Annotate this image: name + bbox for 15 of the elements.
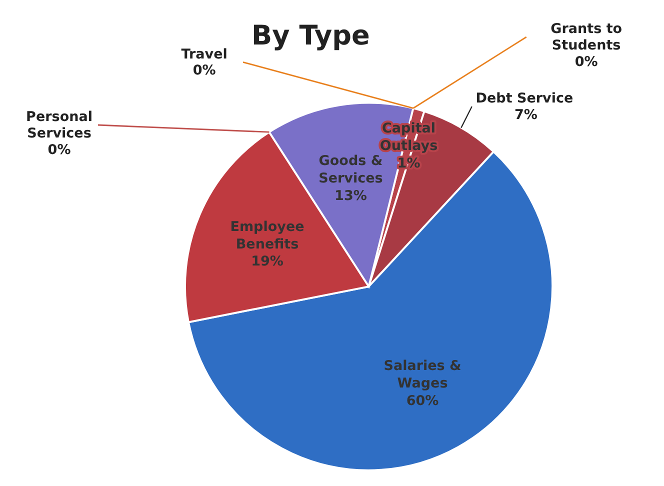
category-label: Personal Services: [26, 109, 93, 142]
data-label: 7%: [514, 107, 538, 124]
data-label: 60%: [406, 393, 440, 409]
slice-label: Debt Service: [476, 90, 574, 107]
slice-label: Employee Benefits: [230, 218, 304, 252]
text: 0%: [192, 62, 216, 79]
data-label: 19%: [251, 254, 284, 270]
data-label: 13%: [334, 188, 368, 204]
slice-label: Salaries & Wages: [384, 358, 462, 392]
category-label: Grants to Students: [550, 21, 622, 54]
text: 0%: [48, 142, 71, 158]
text: 0%: [574, 54, 598, 70]
slice-label: Goods & Services: [318, 153, 383, 187]
category-label: Travel: [181, 46, 228, 62]
chart-title: By Type: [252, 20, 370, 52]
